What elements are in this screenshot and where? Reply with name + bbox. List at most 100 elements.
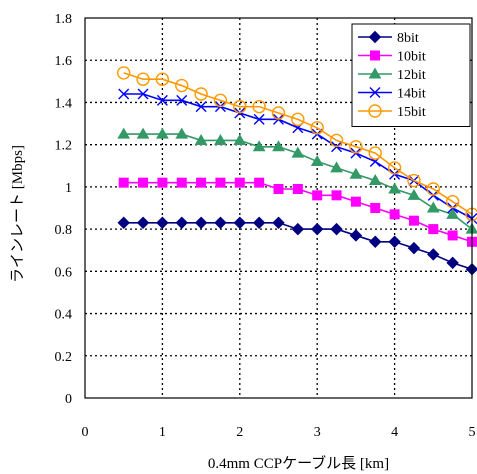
x-axis-title: 0.4mm CCPケーブル長 [km] [208, 454, 389, 472]
y-tick-label: 1 [65, 181, 72, 196]
legend-label: 15bit [397, 105, 426, 120]
data-point [446, 207, 460, 219]
data-point [136, 72, 150, 86]
data-point [213, 93, 228, 108]
data-point [312, 190, 323, 201]
data-point [428, 224, 439, 235]
data-point [272, 140, 285, 152]
data-point [117, 216, 130, 229]
tick-labels: 0 1 2 3 4 5 0 0.2 0.4 0.6 0.8 1 1.2 1.4 1.6 1.8 [55, 12, 476, 440]
data-point [407, 173, 421, 188]
data-point [273, 184, 284, 194]
legend: 8bit 10bit 12bit 14bit 15bit [351, 23, 471, 127]
y-tick-label: 0.8 [55, 223, 73, 238]
data-point [368, 174, 382, 186]
data-point [254, 177, 265, 188]
data-point [292, 184, 303, 194]
data-point [214, 133, 227, 145]
data-point [388, 182, 401, 194]
data-point [330, 222, 343, 236]
plot-area-frame [84, 17, 473, 399]
legend-marker [370, 50, 380, 61]
data-point [157, 177, 168, 188]
y-tick-label: 1.2 [55, 139, 73, 154]
y-tick-label: 1.4 [55, 96, 73, 111]
data-point [175, 127, 189, 139]
data-point [176, 177, 187, 188]
data-point [407, 188, 421, 200]
legend-label: 10bit [397, 50, 426, 65]
data-point [291, 146, 305, 158]
data-point [136, 216, 150, 229]
data-point [196, 177, 207, 188]
data-point [252, 216, 266, 229]
data-point [156, 127, 169, 139]
legend-label: 8bit [397, 31, 419, 46]
series-12bit [117, 127, 477, 234]
data-point [155, 72, 170, 86]
x-tick-label: 5 [469, 425, 476, 440]
y-tick-label: 1.8 [55, 12, 73, 27]
data-point [233, 99, 247, 114]
y-tick-label: 0.6 [55, 265, 73, 280]
data-point [194, 216, 208, 229]
data-point [310, 121, 324, 135]
data-point [194, 133, 208, 145]
data-point [349, 167, 363, 179]
data-point [408, 215, 419, 226]
data-point [252, 140, 266, 152]
data-point [253, 113, 265, 125]
data-point [271, 106, 286, 120]
data-point [389, 209, 400, 220]
data-point [175, 78, 189, 93]
legend-item: 14bit [358, 87, 426, 102]
x-tick-label: 3 [314, 425, 321, 440]
data-point [310, 155, 324, 167]
data-point [349, 140, 363, 154]
legend-item: 10bit [358, 50, 426, 65]
data-point [426, 201, 440, 213]
data-point [175, 216, 188, 229]
data-point [116, 66, 131, 80]
data-point [388, 235, 401, 248]
data-point [136, 127, 150, 139]
data-point [117, 127, 131, 139]
data-point [349, 229, 363, 242]
data-point [138, 177, 149, 188]
legend-item: 15bit [358, 104, 426, 120]
legend-marker [368, 104, 382, 118]
data-point [447, 230, 458, 241]
data-point [233, 216, 247, 229]
legend-item: 8bit [358, 30, 419, 46]
series-8bit [117, 216, 477, 276]
data-point [176, 94, 188, 106]
data-point [426, 182, 440, 196]
data-point [272, 216, 285, 229]
legend-item: 12bit [358, 67, 426, 83]
y-tick-label: 0 [65, 392, 72, 407]
legend-label: 14bit [397, 87, 426, 102]
data-point [370, 203, 381, 213]
y-axis-title: ラインレート [Mbps] [10, 145, 26, 283]
data-point [156, 94, 168, 106]
data-point [368, 146, 382, 160]
data-point [445, 194, 460, 209]
x-tick-label: 0 [82, 425, 89, 440]
legend-marker [369, 87, 381, 98]
data-point [156, 216, 169, 229]
y-tick-label: 0.4 [55, 308, 73, 323]
data-point [194, 87, 208, 101]
data-point [310, 222, 324, 236]
grid [85, 18, 472, 398]
x-tick-label: 4 [391, 425, 398, 440]
data-point [350, 196, 361, 207]
data-point [291, 222, 305, 236]
data-point [331, 190, 342, 201]
series-15bit [116, 66, 477, 222]
y-tick-label: 1.6 [55, 54, 73, 69]
data-point [369, 235, 382, 248]
data-point [329, 133, 344, 148]
data-point [330, 161, 343, 173]
legend-marker [368, 67, 382, 79]
